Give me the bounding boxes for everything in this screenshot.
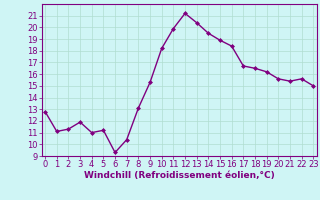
X-axis label: Windchill (Refroidissement éolien,°C): Windchill (Refroidissement éolien,°C) [84,171,275,180]
